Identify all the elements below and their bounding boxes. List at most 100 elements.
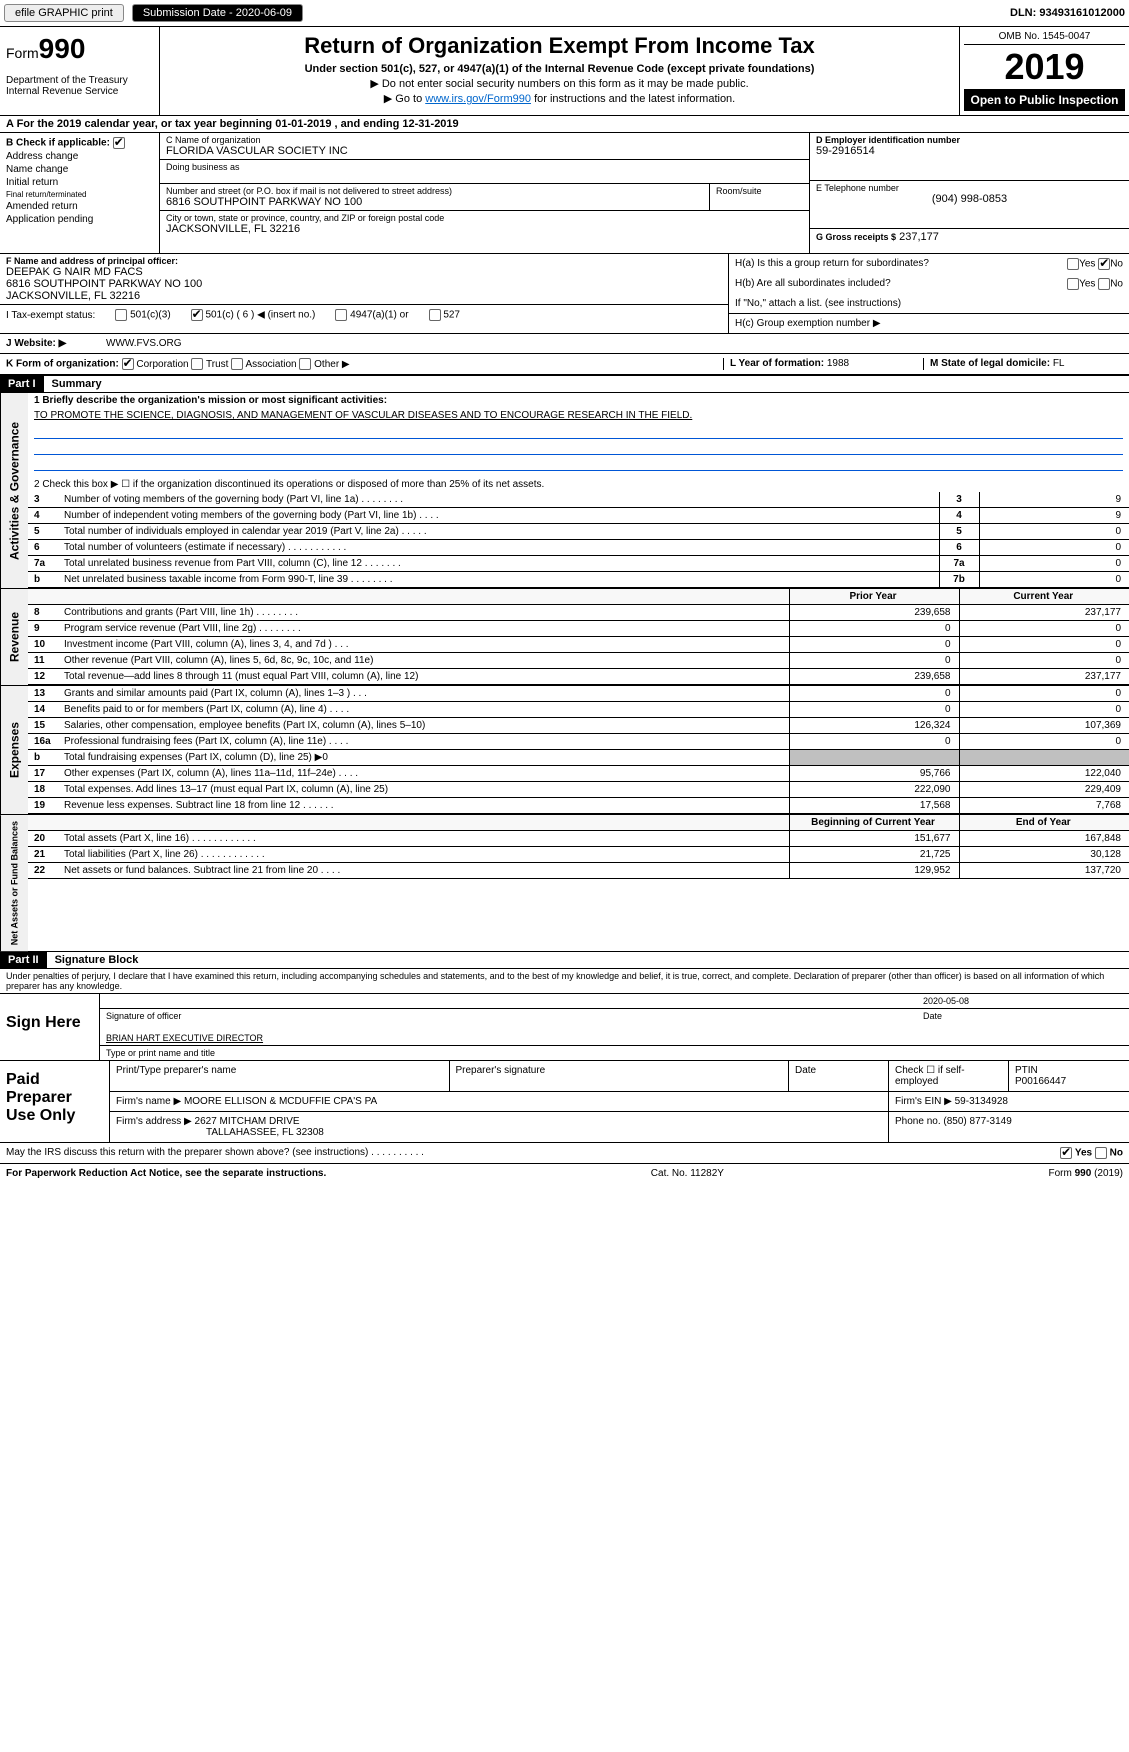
fin-row: 9Program service revenue (Part VIII, lin… (28, 621, 1129, 637)
prep-sig-hdr: Preparer's signature (450, 1061, 790, 1091)
ha-no-check[interactable] (1098, 258, 1110, 270)
fin-row: 21Total liabilities (Part X, line 26) . … (28, 847, 1129, 863)
ptin-cell: PTINP00166447 (1009, 1061, 1129, 1091)
gross-cell: G Gross receipts $ 237,177 (810, 229, 1129, 253)
city-cell: City or town, state or province, country… (160, 211, 809, 237)
chk-amended[interactable]: Amended return (6, 201, 153, 212)
footer-row: For Paperwork Reduction Act Notice, see … (0, 1164, 1129, 1183)
chk-address-change[interactable]: Address change (6, 151, 153, 162)
fin-row: 14Benefits paid to or for members (Part … (28, 702, 1129, 718)
status-501c[interactable]: 501(c) ( 6 ) ◀ (insert no.) (191, 309, 316, 321)
irs-link[interactable]: www.irs.gov/Form990 (425, 93, 531, 105)
check-applicable[interactable] (113, 137, 125, 149)
summary-na: Net Assets or Fund Balances Beginning of… (0, 814, 1129, 951)
prep-selfemp[interactable]: Check ☐ if self-employed (889, 1061, 1009, 1091)
summary-row: 3Number of voting members of the governi… (28, 492, 1129, 508)
hb-note: If "No," attach a list. (see instruction… (729, 294, 1129, 313)
fin-row: 10Investment income (Part VIII, column (… (28, 637, 1129, 653)
summary-sec1: Activities & Governance 1 Briefly descri… (0, 393, 1129, 588)
discuss-text: May the IRS discuss this return with the… (6, 1147, 424, 1159)
firm-addr-cell: Firm's address ▶ 2627 MITCHAM DRIVE TALL… (110, 1112, 889, 1142)
fin-row: 18Total expenses. Add lines 13–17 (must … (28, 782, 1129, 798)
fin-row: 17Other expenses (Part IX, column (A), l… (28, 766, 1129, 782)
ha-yes-check[interactable] (1067, 258, 1079, 270)
line-a-mid: , and ending (335, 118, 403, 130)
mission-blank2 (34, 441, 1123, 455)
fin-row: 20Total assets (Part X, line 16) . . . .… (28, 831, 1129, 847)
chk-app-pending[interactable]: Application pending (6, 214, 153, 225)
block-h: H(a) Is this a group return for subordin… (729, 254, 1129, 333)
line-a-begin: 01-01-2019 (275, 118, 331, 130)
tax-status-row: I Tax-exempt status: 501(c)(3) 501(c) ( … (0, 304, 728, 325)
room-cell: Room/suite (709, 184, 809, 211)
note-goto-post: for instructions and the latest informat… (531, 93, 735, 105)
korg-corp[interactable]: Corporation (122, 359, 189, 370)
chk-initial-return[interactable]: Initial return (6, 177, 153, 188)
revenue-table: Prior YearCurrent Year 8Contributions an… (28, 589, 1129, 685)
discuss-answer: Yes No (1060, 1147, 1123, 1159)
mission-text: TO PROMOTE THE SCIENCE, DIAGNOSIS, AND M… (28, 408, 1129, 423)
korg-other[interactable]: Other ▶ (299, 359, 349, 370)
mission-blank3 (34, 457, 1123, 471)
prep-date-hdr: Date (789, 1061, 889, 1091)
summary-row: 4Number of independent voting members of… (28, 508, 1129, 524)
org-name: FLORIDA VASCULAR SOCIETY INC (166, 145, 803, 157)
street-cell: Number and street (or P.O. box if mail i… (160, 184, 709, 211)
chk-final-return[interactable]: Final return/terminated (6, 190, 153, 199)
omb-number: OMB No. 1545-0047 (964, 31, 1125, 45)
form-title: Return of Organization Exempt From Incom… (170, 33, 949, 59)
block-c: C Name of organization FLORIDA VASCULAR … (160, 133, 809, 253)
city-value: JACKSONVILLE, FL 32216 (166, 223, 803, 235)
korg-assoc[interactable]: Association (231, 359, 296, 370)
submission-date-button[interactable]: Submission Date - 2020-06-09 (132, 4, 303, 22)
summary-row: bNet unrelated business taxable income f… (28, 572, 1129, 588)
phone-value: (904) 998-0853 (816, 193, 1123, 205)
mission-blank1 (34, 425, 1123, 439)
status-501c3[interactable]: 501(c)(3) (115, 309, 170, 321)
firm-phone-cell: Phone no. (850) 877-3149 (889, 1112, 1129, 1142)
discuss-yes-check[interactable] (1060, 1147, 1072, 1159)
summary-row: 5Total number of individuals employed in… (28, 524, 1129, 540)
chk-name-change[interactable]: Name change (6, 164, 153, 175)
hb-answer: Yes No (1061, 274, 1129, 294)
vtab-revenue: Revenue (0, 589, 28, 685)
korg-trust[interactable]: Trust (191, 359, 228, 370)
firm-ein-cell: Firm's EIN ▶ 59-3134928 (889, 1092, 1129, 1111)
gross-label: G Gross receipts $ (816, 232, 896, 242)
fin-row: 22Net assets or fund balances. Subtract … (28, 863, 1129, 879)
status-4947[interactable]: 4947(a)(1) or (335, 309, 408, 321)
netassets-table: Beginning of Current YearEnd of Year 20T… (28, 815, 1129, 879)
footer-right: Form 990 (2019) (1049, 1168, 1123, 1179)
discuss-row: May the IRS discuss this return with the… (0, 1143, 1129, 1164)
city-label: City or town, state or province, country… (166, 213, 803, 223)
discuss-no-check[interactable] (1095, 1147, 1107, 1159)
block-b: B Check if applicable: Address change Na… (0, 133, 160, 253)
hb-label: H(b) Are all subordinates included? (729, 274, 1061, 294)
prep-name-hdr: Print/Type preparer's name (110, 1061, 450, 1091)
fin-row: 12Total revenue—add lines 8 through 11 (… (28, 669, 1129, 685)
efile-button[interactable]: efile GRAPHIC print (4, 4, 124, 22)
open-public-badge: Open to Public Inspection (964, 89, 1125, 111)
status-527[interactable]: 527 (429, 309, 460, 321)
sig-officer-label: Signature of officer (106, 1011, 923, 1021)
note-goto: ▶ Go to www.irs.gov/Form990 for instruct… (170, 92, 949, 105)
note-ssn: ▶ Do not enter social security numbers o… (170, 77, 949, 90)
sig-officer-field[interactable] (106, 996, 923, 1006)
part1-title-row: Part I Summary (0, 375, 1129, 393)
part2-badge: Part II (0, 952, 47, 968)
ein-label: D Employer identification number (816, 135, 1123, 145)
hb-no-check[interactable] (1098, 278, 1110, 290)
hdr-prior: Prior Year (789, 589, 959, 605)
tax-year: 2019 (964, 45, 1125, 89)
hdr-curr: Current Year (959, 589, 1129, 605)
ein-value: 59-2916514 (816, 145, 1123, 157)
fin-row: 16aProfessional fundraising fees (Part I… (28, 734, 1129, 750)
part1-badge: Part I (0, 376, 44, 392)
website-row: J Website: ▶ WWW.FVS.ORG (0, 333, 1129, 354)
hb-yes-check[interactable] (1067, 278, 1079, 290)
hdr-eoy: End of Year (959, 815, 1129, 831)
vtab-netassets: Net Assets or Fund Balances (0, 815, 28, 951)
status-label: I Tax-exempt status: (6, 310, 95, 321)
irs-label: Internal Revenue Service (6, 86, 153, 97)
block-b-label: B Check if applicable: (6, 137, 153, 149)
